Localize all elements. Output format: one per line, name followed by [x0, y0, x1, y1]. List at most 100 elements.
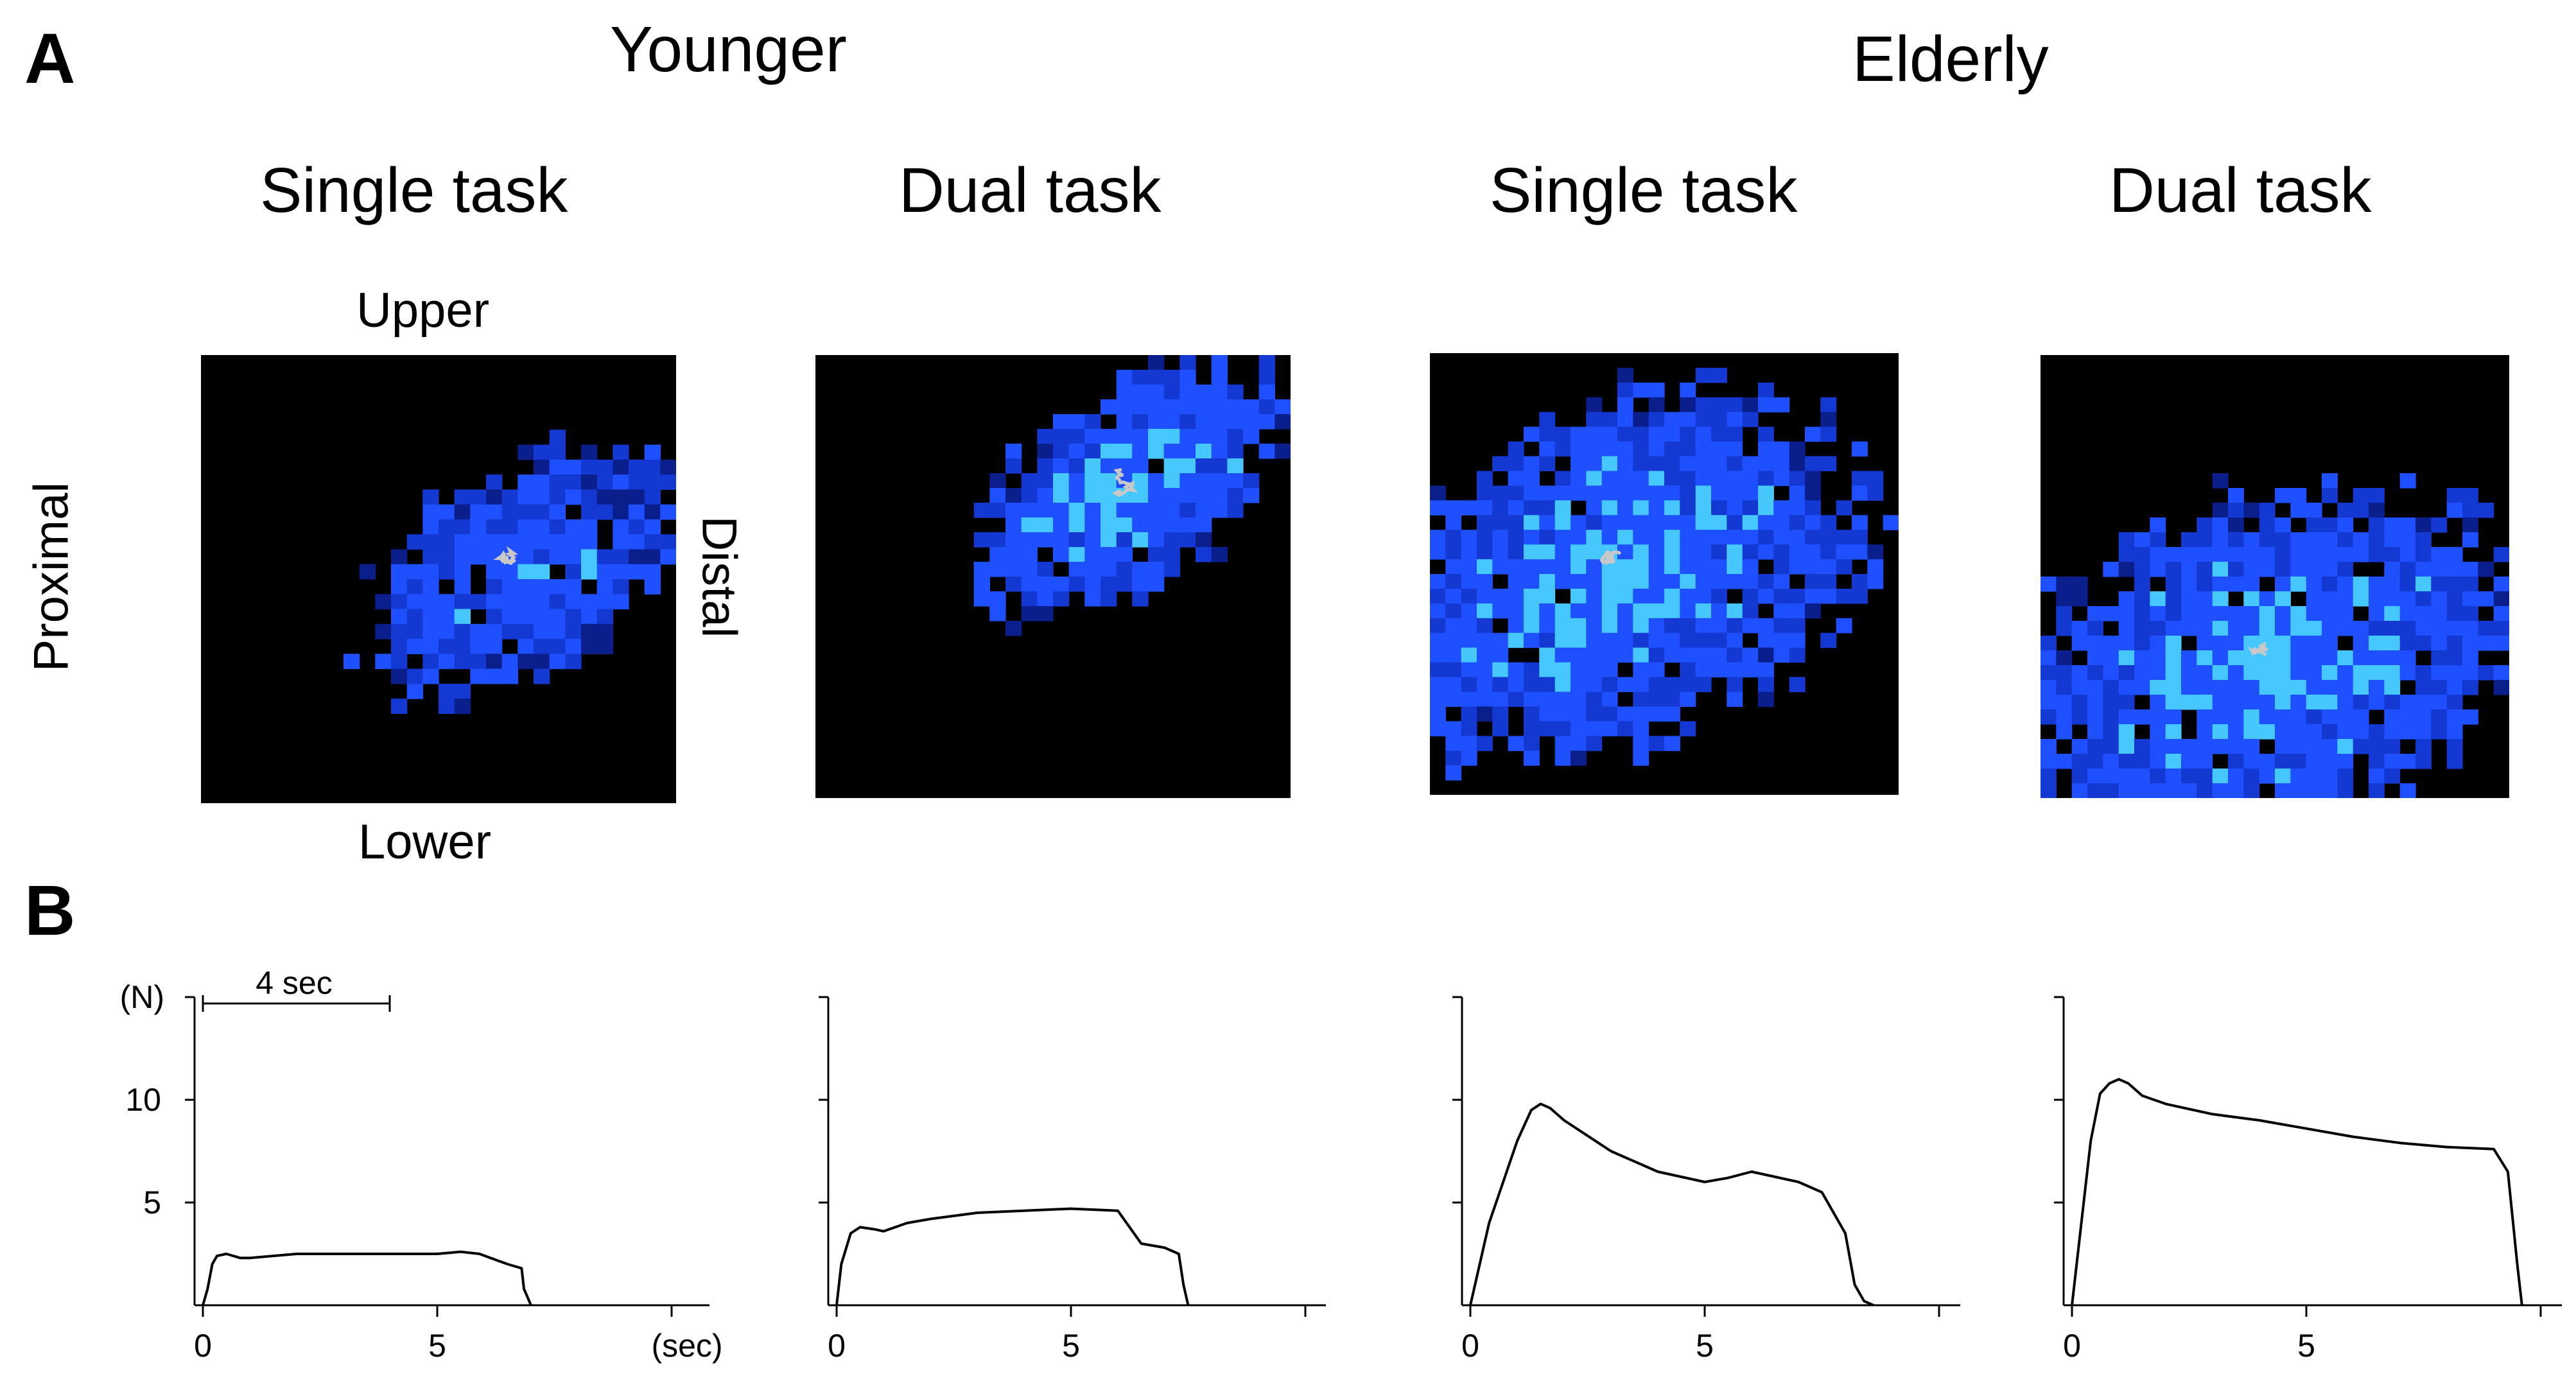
- heatmap-elderly-single: [1430, 353, 1899, 795]
- heatmap-cell: [2197, 636, 2213, 651]
- heatmap-cell: [1727, 426, 1743, 442]
- heatmap-cell: [1805, 530, 1821, 545]
- heatmap-cell: [1571, 751, 1587, 766]
- heatmap-cell: [518, 594, 534, 610]
- heatmap-cell: [1037, 444, 1054, 459]
- heatmap-cell: [1068, 532, 1085, 548]
- x-tick-label: 0: [194, 1328, 212, 1364]
- heatmap-cell: [2243, 739, 2260, 754]
- heatmap-cell: [581, 623, 598, 639]
- heatmap-cell: [596, 549, 613, 565]
- heatmap-cell: [2337, 562, 2354, 577]
- heatmap-cell: [581, 549, 598, 565]
- heatmap-cell: [1680, 677, 1696, 692]
- heatmap-cell: [1243, 473, 1260, 489]
- heatmap-cell: [1477, 544, 1493, 560]
- heatmap-cell: [1211, 429, 1228, 444]
- heatmap-cell: [2150, 606, 2166, 621]
- heatmap-cell: [2212, 709, 2229, 725]
- heatmap-cell: [391, 668, 408, 684]
- heatmap-cell: [1648, 412, 1665, 428]
- heatmap-cell: [1617, 647, 1633, 663]
- heatmap-cell: [644, 549, 661, 565]
- heatmap-cell: [2462, 517, 2478, 533]
- heatmap-cell: [1617, 706, 1633, 722]
- heatmap-cell: [1053, 458, 1070, 474]
- heatmap-cell: [501, 504, 518, 520]
- heatmap-cell: [660, 504, 676, 520]
- heatmap-cell: [1742, 412, 1759, 428]
- heatmap-cell: [1477, 530, 1493, 545]
- heatmap-cell: [344, 654, 360, 670]
- heatmap-cell: [989, 473, 1006, 489]
- heatmap-cell: [2041, 769, 2057, 784]
- heatmap-cell: [534, 444, 550, 460]
- heatmap-cell: [1539, 441, 1556, 457]
- heatmap-cell: [2165, 621, 2182, 636]
- heatmap-cell: [422, 639, 439, 654]
- heatmap-cell: [1805, 559, 1821, 575]
- heatmap-cell: [1773, 500, 1790, 516]
- heatmap-cell: [1711, 632, 1727, 648]
- heatmap-cell: [1227, 414, 1244, 430]
- heatmap-cell: [2275, 488, 2291, 503]
- heatmap-cell: [2290, 577, 2307, 592]
- heatmap-cell: [1601, 485, 1618, 501]
- heatmap-cell: [1664, 706, 1680, 722]
- heatmap-cell: [2306, 769, 2322, 784]
- heatmap-cell: [1648, 485, 1665, 501]
- heatmap-cell: [486, 519, 503, 535]
- heatmap-cell: [1571, 736, 1587, 751]
- heatmap-cell: [2306, 621, 2322, 636]
- heatmap-cell: [1648, 500, 1665, 516]
- heatmap-cell: [1758, 530, 1774, 545]
- heatmap-cell: [2415, 606, 2432, 621]
- heatmap-cell: [1711, 367, 1727, 383]
- heatmap-cell: [1445, 736, 1462, 751]
- heatmap-cell: [1211, 488, 1228, 503]
- heatmap-cell: [1021, 503, 1038, 518]
- heatmap-cell: [1711, 662, 1727, 678]
- heatmap-cell: [2322, 754, 2338, 769]
- heatmap-cell: [2369, 680, 2385, 695]
- heatmap-cell: [1633, 515, 1649, 530]
- heatmap-cell: [454, 623, 471, 639]
- heatmap-cell: [2228, 724, 2244, 740]
- heatmap-elderly-dual: [2041, 355, 2509, 798]
- heatmap-cell: [2212, 473, 2229, 489]
- heatmap-cell: [2446, 680, 2463, 695]
- heatmap-cell: [2134, 665, 2150, 681]
- heatmap-cell: [2415, 754, 2432, 769]
- heatmap-cell: [1852, 485, 1868, 501]
- heatmap-cell: [1539, 456, 1556, 471]
- heatmap-cell: [2087, 724, 2103, 740]
- heatmap-cell: [1084, 562, 1101, 577]
- heatmap-cell: [1084, 458, 1101, 474]
- heatmap-cell: [1068, 562, 1085, 577]
- heatmap-cell: [1664, 603, 1680, 619]
- heatmap-cell: [1554, 485, 1571, 501]
- heatmap-cell: [2446, 577, 2463, 592]
- heatmap-cell: [2181, 562, 2197, 577]
- heatmap-cell: [1068, 473, 1085, 489]
- heatmap-cell: [2134, 591, 2150, 607]
- heatmap-cell: [2399, 606, 2416, 621]
- heatmap-cell: [1571, 588, 1587, 604]
- heatmap-cell: [1084, 488, 1101, 503]
- heatmap-cell: [1758, 397, 1774, 413]
- heatmap-cell: [1539, 647, 1556, 663]
- heatmap-cell: [2306, 636, 2322, 651]
- heatmap-cell: [1727, 471, 1743, 486]
- heatmap-cell: [1758, 515, 1774, 530]
- heatmap-cell: [2337, 769, 2354, 784]
- heatmap-cell: [2243, 769, 2260, 784]
- heatmap-cell: [1633, 441, 1649, 457]
- heatmap-cell: [2181, 665, 2197, 681]
- heatmap-cell: [2212, 606, 2229, 621]
- heatmap-cell: [1196, 473, 1212, 489]
- heatmap-cell: [1005, 562, 1022, 577]
- heatmap-cell: [1005, 458, 1022, 474]
- heatmap-cell: [1508, 515, 1524, 530]
- heatmap-cell: [2431, 577, 2448, 592]
- heatmap-cell: [518, 489, 534, 505]
